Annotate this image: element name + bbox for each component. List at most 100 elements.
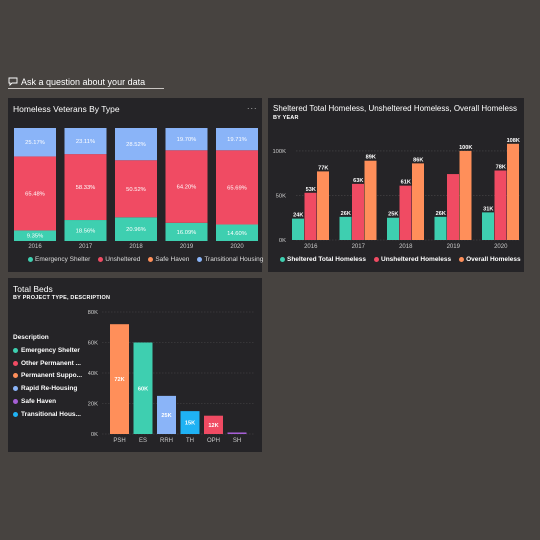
data-label: 50.52% bbox=[126, 187, 146, 193]
legend-item[interactable]: Permanent Suppo... bbox=[13, 370, 82, 383]
data-label: 100K bbox=[459, 145, 472, 151]
x-tick-label: RRH bbox=[160, 438, 173, 444]
bar bbox=[364, 160, 377, 240]
legend-dot bbox=[13, 411, 18, 417]
beds-subtitle: BY PROJECT TYPE, DESCRIPTION bbox=[13, 295, 111, 301]
bar bbox=[157, 395, 176, 434]
y-tick-label: 100K bbox=[272, 149, 286, 155]
legend-label: Sheltered Total Homeless bbox=[287, 256, 366, 263]
legend-item[interactable]: Overall Homeless bbox=[459, 256, 521, 263]
sheltered-title: Sheltered Total Homeless, Unsheltered Ho… bbox=[273, 104, 517, 113]
bar bbox=[507, 143, 519, 240]
data-label: 28.52% bbox=[126, 142, 146, 148]
bar bbox=[459, 150, 472, 240]
legend-item[interactable]: Unsheltered Homeless bbox=[374, 256, 451, 263]
legend-label: Transitional Housing bbox=[204, 256, 264, 263]
bar-segment bbox=[64, 220, 107, 241]
veterans-title: Homeless Veterans By Type bbox=[13, 104, 120, 114]
bar-segment bbox=[165, 150, 208, 223]
bar-segment bbox=[115, 160, 157, 218]
data-label: 63K bbox=[353, 178, 363, 184]
legend-label: Transitional Hous... bbox=[21, 410, 81, 418]
more-options-icon[interactable]: ... bbox=[247, 101, 258, 111]
data-label: 108K bbox=[507, 138, 520, 144]
legend-dot bbox=[98, 257, 104, 262]
sheltered-chart: 0K 50K 100K 24K 53K 77K 2016 26K 63K 89K 2017 25K 61… bbox=[272, 138, 520, 250]
legend-item[interactable]: Emergency Shelter bbox=[28, 256, 90, 263]
y-tick-label: 60K bbox=[88, 341, 98, 347]
bar-segment bbox=[115, 217, 157, 241]
legend-label: Rapid Re-Housing bbox=[21, 385, 78, 393]
legend-dot bbox=[459, 257, 465, 262]
legend-dot bbox=[13, 360, 18, 366]
x-tick-label: 2019 bbox=[180, 244, 194, 250]
bar bbox=[180, 411, 200, 434]
legend-item[interactable]: Emergency Shelter bbox=[13, 344, 82, 357]
bar bbox=[110, 324, 129, 434]
x-tick-label: 2017 bbox=[79, 244, 93, 250]
legend-item[interactable]: Rapid Re-Housing bbox=[13, 382, 82, 395]
legend-dot bbox=[13, 399, 18, 405]
x-tick-label: 2020 bbox=[494, 244, 508, 250]
bar bbox=[204, 415, 223, 434]
data-label: 53K bbox=[306, 187, 316, 193]
legend-label: Unsheltered bbox=[105, 256, 141, 263]
data-label: 58.33% bbox=[76, 185, 96, 191]
x-tick-label: OPH bbox=[207, 438, 220, 444]
sheltered-card[interactable] bbox=[268, 98, 524, 272]
legend-item[interactable]: Sheltered Total Homeless bbox=[280, 256, 366, 263]
bar bbox=[387, 217, 399, 240]
data-label: 12K bbox=[208, 423, 218, 429]
legend-label: Unsheltered Homeless bbox=[381, 256, 452, 263]
bar bbox=[292, 218, 304, 240]
data-label: 24K bbox=[293, 213, 303, 219]
data-label: 65.48% bbox=[25, 191, 45, 197]
legend-item[interactable]: Transitional Hous... bbox=[13, 408, 82, 421]
data-label: 23.11% bbox=[76, 139, 95, 145]
chat-icon bbox=[8, 77, 18, 86]
legend-item[interactable]: Transitional Housing bbox=[197, 256, 263, 263]
data-label: 60K bbox=[138, 386, 148, 392]
data-label: 86K bbox=[413, 157, 423, 163]
data-label: 89K bbox=[366, 155, 376, 161]
y-tick-label: 50K bbox=[276, 193, 286, 199]
beds-chart: 0K 20K 40K 60K 80K 72K PSH 60K ES 25K RRH 15K TH 12K O… bbox=[88, 310, 254, 444]
legend-item[interactable]: Safe Haven bbox=[148, 256, 189, 263]
data-label: 65.69% bbox=[227, 185, 247, 191]
data-label: 19.70% bbox=[177, 137, 197, 143]
beds-legend: Description Emergency Shelter Other Perm… bbox=[13, 334, 82, 421]
data-label: 20.96% bbox=[126, 227, 146, 233]
data-label: 78K bbox=[496, 165, 506, 171]
bar bbox=[317, 171, 329, 240]
legend-dot bbox=[13, 347, 18, 353]
bar bbox=[304, 192, 317, 240]
legend-item[interactable]: Safe Haven bbox=[13, 395, 82, 408]
legend-item[interactable]: Other Permanent ... bbox=[13, 357, 82, 370]
x-tick-label: 2016 bbox=[304, 244, 318, 250]
bar bbox=[434, 216, 447, 240]
bar bbox=[447, 174, 459, 240]
veterans-chart: 9.35% 65.48% 25.17% 2016 18.56% 58.33% 23.11% 2… bbox=[14, 128, 258, 250]
bar-segment bbox=[115, 128, 157, 161]
x-tick-label: 2017 bbox=[352, 244, 366, 250]
beds-title: Total Beds bbox=[13, 284, 53, 294]
legend-label: Emergency Shelter bbox=[21, 346, 80, 354]
bar bbox=[412, 163, 424, 240]
ask-question-label: Ask a question about your data bbox=[21, 76, 146, 87]
bar bbox=[482, 212, 494, 240]
legend-dot bbox=[28, 257, 33, 262]
sheltered-legend: Sheltered Total Homeless Unsheltered Hom… bbox=[280, 256, 521, 263]
data-label: 25.17% bbox=[25, 140, 45, 146]
bar-segment bbox=[216, 224, 258, 241]
legend-label: Permanent Suppo... bbox=[21, 372, 83, 380]
y-tick-label: 20K bbox=[88, 402, 98, 408]
data-label: 25K bbox=[161, 413, 171, 419]
veterans-legend: Emergency Shelter Unsheltered Safe Haven… bbox=[28, 256, 263, 263]
y-tick-label: 40K bbox=[88, 371, 98, 377]
ask-question-box[interactable]: Ask a question about your data bbox=[8, 75, 164, 89]
data-label: 31K bbox=[483, 206, 493, 212]
legend-dot bbox=[374, 257, 379, 262]
legend-item[interactable]: Unsheltered bbox=[98, 256, 140, 263]
data-label: 26K bbox=[436, 211, 446, 217]
bar-segment bbox=[14, 156, 56, 231]
